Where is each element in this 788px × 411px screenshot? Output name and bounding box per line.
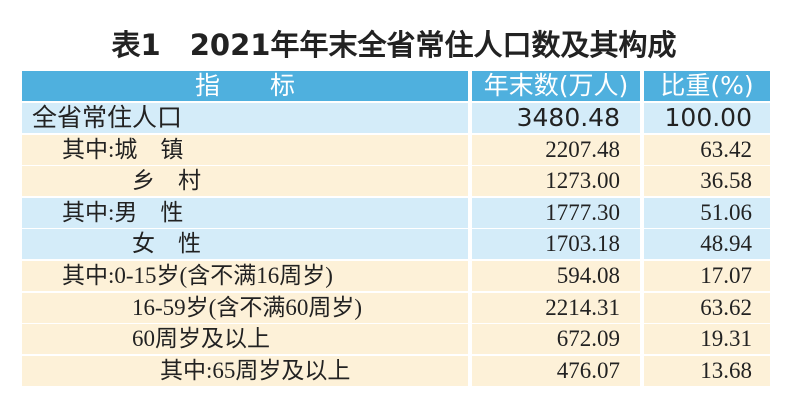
row-value: 3480.48 (472, 103, 640, 133)
row-label: 60周岁及以上 (22, 324, 468, 355)
table-row: 其中:男 性 1777.30 51.06 (22, 197, 770, 228)
row-value: 594.08 (472, 261, 640, 291)
row-value: 100.00 (644, 103, 770, 133)
row-label: 女 性 (22, 229, 468, 260)
table-title: 表1 2021年年末全省常住人口数及其构成 (111, 28, 677, 62)
row-value: 2207.48 (472, 134, 640, 165)
row-value: 51.06 (644, 197, 770, 228)
table-row: 乡 村 1273.00 36.58 (22, 166, 770, 197)
header-cell: 年末数(万人) (472, 71, 640, 101)
table-row: 16-59岁(含不满60周岁) 2214.31 63.62 (22, 292, 770, 323)
row-value: 63.62 (644, 292, 770, 323)
row-value: 476.07 (472, 355, 640, 386)
row-label: 其中:0-15岁(含不满16周岁) (22, 261, 468, 291)
row-value: 19.31 (644, 324, 770, 355)
row-label: 其中:男 性 (22, 197, 468, 228)
row-value: 2214.31 (472, 292, 640, 323)
row-value: 36.58 (644, 166, 770, 197)
header-cell: 比重(%) (644, 71, 770, 101)
table-row: 全省常住人口 3480.48 100.00 (22, 103, 770, 133)
row-label: 全省常住人口 (22, 103, 468, 133)
row-value: 17.07 (644, 261, 770, 291)
row-label: 16-59岁(含不满60周岁) (22, 292, 468, 323)
row-label: 乡 村 (22, 166, 468, 197)
row-label: 其中:城 镇 (22, 134, 468, 165)
row-value: 1703.18 (472, 229, 640, 260)
row-label: 其中:65周岁及以上 (22, 355, 468, 386)
table-row: 其中:城 镇 2207.48 63.42 (22, 134, 770, 165)
row-value: 48.94 (644, 229, 770, 260)
row-value: 13.68 (644, 355, 770, 386)
row-value: 63.42 (644, 134, 770, 165)
table-row: 女 性 1703.18 48.94 (22, 229, 770, 260)
table-row: 其中:0-15岁(含不满16周岁) 594.08 17.07 (22, 261, 770, 291)
header-row: 指 标 年末数(万人) 比重(%) (22, 71, 770, 101)
header-cell: 指 标 (22, 71, 468, 101)
table-row: 60周岁及以上 672.09 19.31 (22, 324, 770, 355)
row-value: 1777.30 (472, 197, 640, 228)
row-value: 672.09 (472, 324, 640, 355)
table-row: 其中:65周岁及以上 476.07 13.68 (22, 355, 770, 386)
row-value: 1273.00 (472, 166, 640, 197)
